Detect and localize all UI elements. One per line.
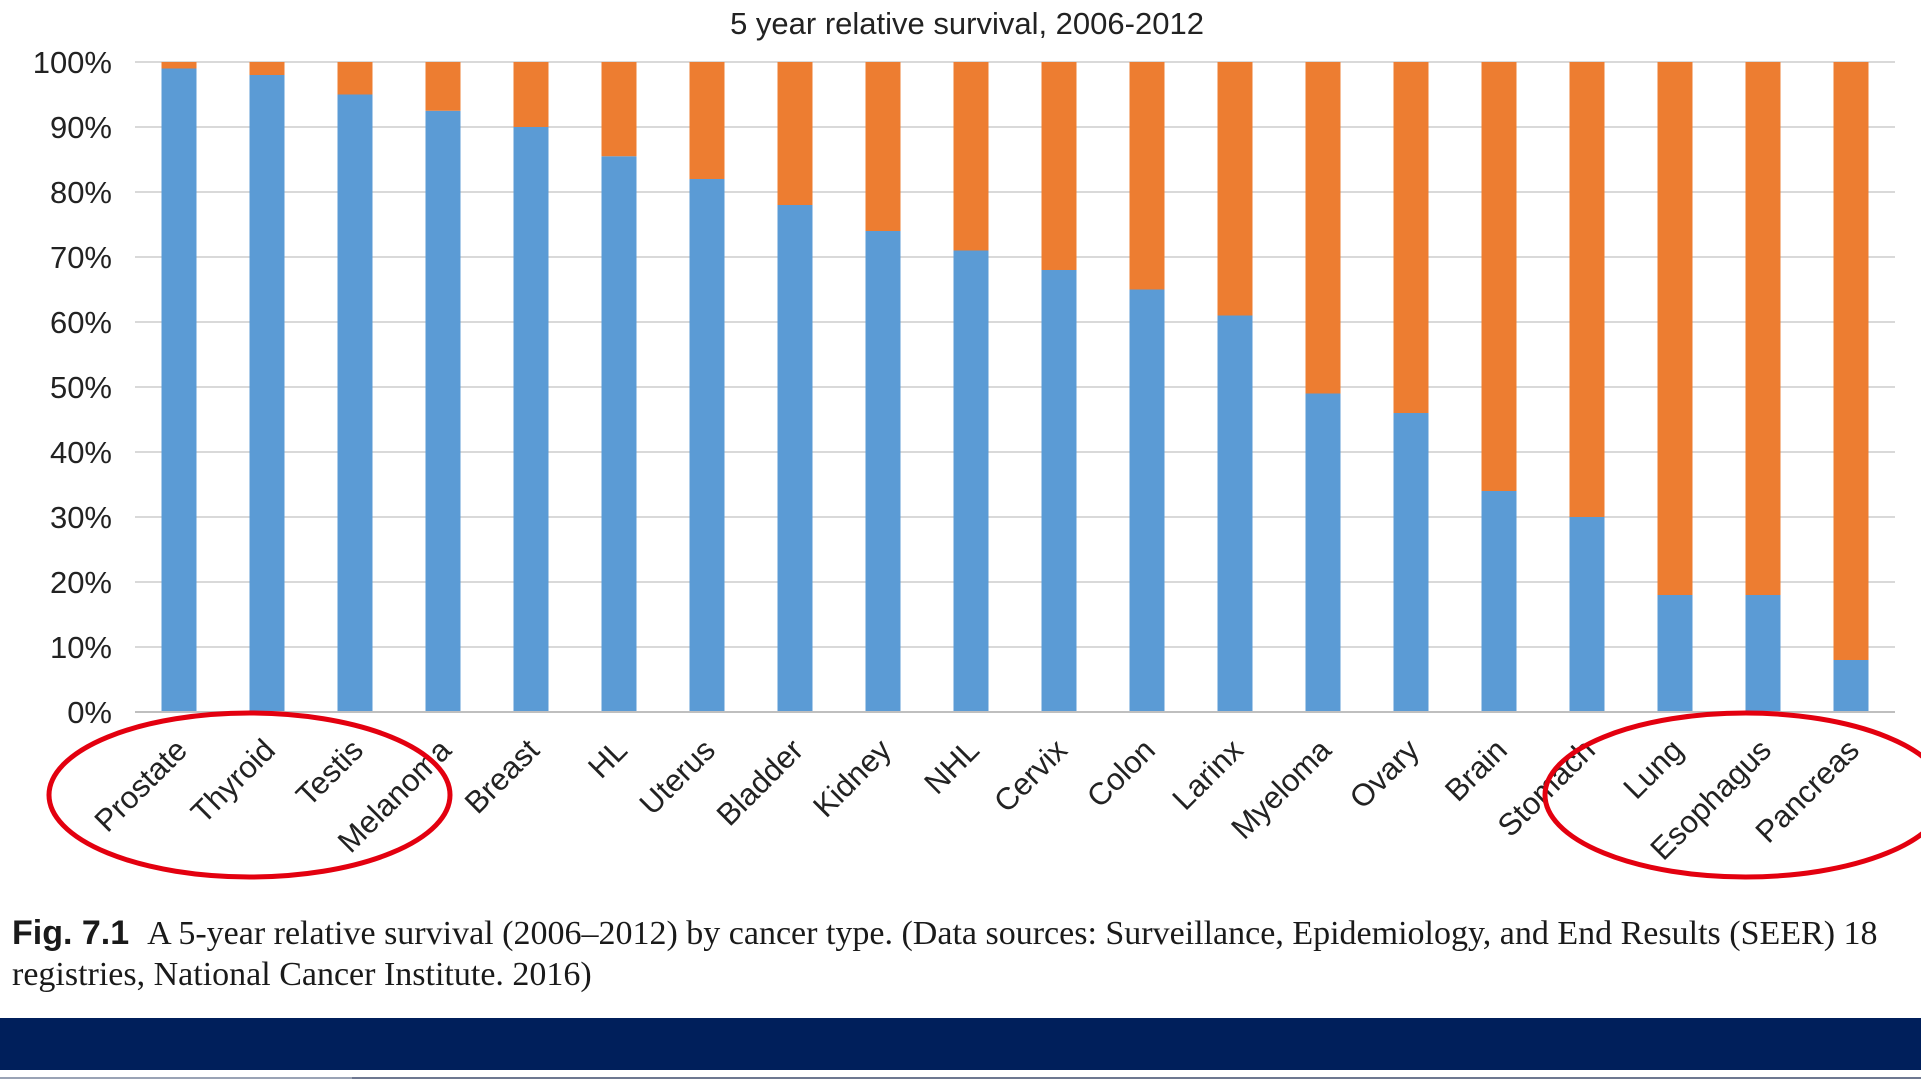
x-tick-label: Kidney — [806, 732, 898, 824]
bar-segment-remainder — [1745, 62, 1781, 595]
y-tick-label: 90% — [50, 110, 112, 145]
x-tick-label: Uterus — [633, 732, 722, 821]
bar-segment-remainder — [337, 62, 373, 95]
bar-segment-remainder — [1217, 62, 1253, 316]
x-tick-label: Testis — [289, 732, 370, 813]
y-tick-label: 10% — [50, 630, 112, 665]
bar-segment-remainder — [953, 62, 989, 251]
bar-segment-remainder — [601, 62, 637, 157]
y-tick-label: 60% — [50, 305, 112, 340]
bar-segment-survival — [425, 110, 461, 712]
x-tick-label: Larinx — [1165, 732, 1250, 817]
bar-segment-survival — [1833, 660, 1869, 712]
bar-segment-survival — [1041, 270, 1077, 712]
bar-segment-remainder — [777, 62, 813, 205]
x-tick-label: Lung — [1616, 732, 1690, 806]
bar-segment-remainder — [1041, 62, 1077, 270]
bar-segment-remainder — [1129, 62, 1165, 290]
highlight-ellipse — [1542, 710, 1921, 880]
x-tick-label: Thyroid — [184, 732, 282, 830]
bar-segment-remainder — [865, 62, 901, 231]
bar-segment-survival — [249, 75, 285, 712]
bar-segment-remainder — [1569, 62, 1605, 517]
highlight-annotations — [46, 710, 1921, 880]
x-tick-label: Cervix — [987, 732, 1074, 819]
highlight-ellipse — [46, 710, 453, 880]
y-tick-label: 0% — [67, 695, 112, 730]
footer-divider-right — [352, 1077, 1921, 1079]
bar-segment-remainder — [1481, 62, 1517, 491]
y-tick-label: 30% — [50, 500, 112, 535]
bar-segment-survival — [953, 250, 989, 712]
bar-segment-remainder — [1393, 62, 1429, 413]
figure-label: Fig. 7.1 — [12, 914, 130, 952]
bar-segment-remainder — [689, 62, 725, 179]
x-tick-label: Bladder — [710, 732, 810, 832]
y-tick-label: 70% — [50, 240, 112, 275]
bar-segment-remainder — [1305, 62, 1341, 394]
y-tick-label: 100% — [33, 45, 112, 80]
x-tick-label: NHL — [917, 732, 986, 801]
x-tick-label: Breast — [458, 732, 546, 820]
footer-bar — [0, 1018, 1921, 1070]
bar-segment-remainder — [1833, 62, 1869, 660]
bar-segment-survival — [1569, 517, 1605, 712]
bar-segment-survival — [1393, 413, 1429, 712]
y-tick-label: 40% — [50, 435, 112, 470]
bar-segment-survival — [1217, 315, 1253, 712]
bar-segment-remainder — [249, 62, 285, 75]
bar-segment-survival — [689, 179, 725, 712]
gridlines — [135, 61, 1895, 648]
bar-segment-survival — [1305, 393, 1341, 712]
bars — [161, 62, 1869, 712]
bar-segment-survival — [337, 94, 373, 712]
bar-segment-survival — [777, 205, 813, 712]
x-tick-label: HL — [581, 732, 634, 785]
bar-segment-survival — [513, 127, 549, 712]
y-tick-label: 50% — [50, 370, 112, 405]
bar-segment-remainder — [425, 62, 461, 111]
bar-segment-survival — [1481, 491, 1517, 712]
bar-segment-survival — [1745, 595, 1781, 712]
bar-segment-remainder — [161, 62, 197, 69]
chart-title: 5 year relative survival, 2006-2012 — [730, 6, 1204, 41]
bar-segment-survival — [865, 231, 901, 712]
figure-caption: Fig. 7.1 A 5-year relative survival (2006… — [12, 913, 1912, 995]
x-tick-label: Ovary — [1343, 732, 1427, 816]
y-tick-label: 20% — [50, 565, 112, 600]
x-tick-label: Prostate — [88, 732, 194, 838]
bar-segment-remainder — [513, 62, 549, 127]
figure-caption-text: A 5-year relative survival (2006–2012) b… — [12, 915, 1878, 993]
x-tick-label: Colon — [1080, 732, 1162, 814]
y-tick-label: 80% — [50, 175, 112, 210]
bar-segment-survival — [601, 156, 637, 712]
bar-segment-survival — [161, 68, 197, 712]
bar-segment-survival — [1657, 595, 1693, 712]
stacked-bar-chart: 5 year relative survival, 2006-2012 0% 10… — [33, 6, 1921, 880]
bar-segment-remainder — [1657, 62, 1693, 595]
x-tick-label: Brain — [1438, 732, 1514, 808]
bar-segment-survival — [1129, 289, 1165, 712]
